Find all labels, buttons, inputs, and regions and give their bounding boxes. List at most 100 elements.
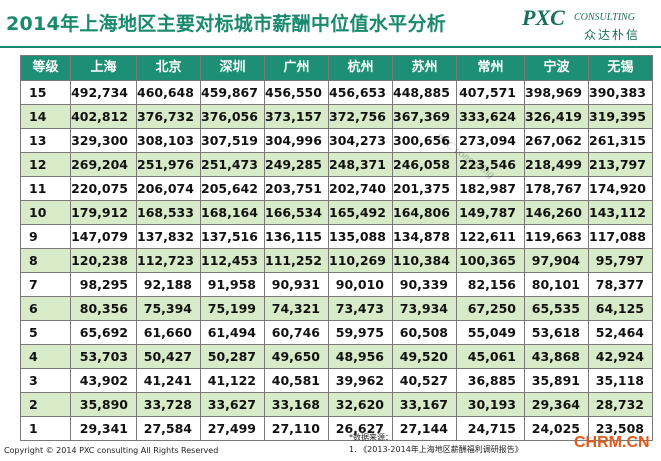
salary-cell: 53,618 (524, 320, 589, 345)
salary-cell: 61,660 (136, 320, 201, 345)
salary-cell: 149,787 (456, 200, 525, 225)
salary-cell: 456,550 (264, 80, 329, 105)
source-item: 1. 《2013-2014年上海地区薪酬福利调研报告》 (349, 445, 523, 454)
salary-cell: 27,110 (264, 416, 329, 441)
column-header-city: 深圳 (200, 55, 265, 81)
salary-cell: 65,692 (70, 320, 137, 345)
salary-cell: 23,508 (588, 416, 653, 441)
salary-cell: 182,987 (456, 176, 525, 201)
salary-cell: 492,734 (70, 80, 137, 105)
salary-cell: 45,061 (456, 344, 525, 369)
salary-cell: 206,074 (136, 176, 201, 201)
site-watermark: CHRM.CN (574, 434, 650, 451)
salary-cell: 261,315 (588, 128, 653, 153)
salary-cell: 249,285 (264, 152, 329, 177)
salary-cell: 178,767 (524, 176, 589, 201)
salary-cell: 29,364 (524, 392, 589, 417)
salary-cell: 35,891 (524, 368, 589, 393)
salary-cell: 373,157 (264, 104, 329, 129)
table-row: 6 80,356 75,394 75,199 74,321 73,473 73,934 67,… (20, 296, 653, 321)
salary-cell: 52,464 (588, 320, 653, 345)
salary-cell: 75,394 (136, 296, 201, 321)
salary-cell: 448,885 (392, 80, 457, 105)
level-cell: 6 (20, 296, 71, 321)
salary-cell: 49,520 (392, 344, 457, 369)
salary-cell: 50,287 (200, 344, 265, 369)
salary-cell: 119,663 (524, 224, 589, 249)
salary-cell: 78,377 (588, 272, 653, 297)
table-row: 15 492,734 460,648 459,867 456,550 456,653 448… (20, 80, 653, 105)
salary-cell: 33,728 (136, 392, 201, 417)
salary-cell: 223,546 (456, 152, 525, 177)
table-row: 9 147,079 137,832 137,516 136,115 135,088 134,… (20, 224, 653, 249)
salary-cell: 40,581 (264, 368, 329, 393)
level-cell: 8 (20, 248, 71, 273)
level-cell: 10 (20, 200, 71, 225)
salary-cell: 136,115 (264, 224, 329, 249)
salary-cell: 112,453 (200, 248, 265, 273)
salary-cell: 60,508 (392, 320, 457, 345)
salary-cell: 407,571 (456, 80, 525, 105)
salary-cell: 213,797 (588, 152, 653, 177)
salary-cell: 329,300 (70, 128, 137, 153)
salary-cell: 92,188 (136, 272, 201, 297)
salary-cell: 27,499 (200, 416, 265, 441)
table-row: 11 220,075 206,074 205,642 203,751 202,740 201… (20, 176, 653, 201)
level-cell: 15 (20, 80, 71, 105)
salary-cell: 111,252 (264, 248, 329, 273)
column-header-city: 广州 (264, 55, 329, 81)
table-row: 14 402,812 376,732 376,056 373,157 372,756 367… (20, 104, 653, 129)
salary-cell: 48,956 (328, 344, 393, 369)
salary-cell: 459,867 (200, 80, 265, 105)
salary-cell: 202,740 (328, 176, 393, 201)
salary-cell: 143,112 (588, 200, 653, 225)
salary-cell: 43,868 (524, 344, 589, 369)
column-header-city: 北京 (136, 55, 201, 81)
salary-cell: 164,806 (392, 200, 457, 225)
salary-cell: 117,088 (588, 224, 653, 249)
salary-cell: 137,832 (136, 224, 201, 249)
salary-cell: 402,812 (70, 104, 137, 129)
level-cell: 9 (20, 224, 71, 249)
salary-cell: 53,703 (70, 344, 137, 369)
level-cell: 1 (20, 416, 71, 441)
salary-cell: 110,269 (328, 248, 393, 273)
column-header-city: 苏州 (392, 55, 457, 81)
salary-cell: 33,627 (200, 392, 265, 417)
salary-cell: 97,904 (524, 248, 589, 273)
salary-cell: 32,620 (328, 392, 393, 417)
salary-cell: 74,321 (264, 296, 329, 321)
salary-cell: 304,273 (328, 128, 393, 153)
logo-main-text: PXC (522, 5, 565, 30)
level-cell: 4 (20, 344, 71, 369)
table-row: 1 29,341 27,584 27,499 27,110 26,627 27,144 24,… (20, 416, 653, 441)
level-cell: 13 (20, 128, 71, 153)
salary-cell: 100,365 (456, 248, 525, 273)
salary-cell: 251,976 (136, 152, 201, 177)
salary-cell: 110,384 (392, 248, 457, 273)
salary-cell: 460,648 (136, 80, 201, 105)
logo-chinese-text: 众达朴信 (584, 28, 641, 42)
salary-cell: 98,295 (70, 272, 137, 297)
salary-cell: 60,746 (264, 320, 329, 345)
salary-cell: 120,238 (70, 248, 137, 273)
table-row: 5 65,692 61,660 61,494 60,746 59,975 60,508 55,… (20, 320, 653, 345)
level-cell: 11 (20, 176, 71, 201)
salary-cell: 24,715 (456, 416, 525, 441)
table-row: 10 179,912 168,533 168,164 166,534 165,492 164… (20, 200, 653, 225)
table-row: 7 98,295 92,188 91,958 90,931 90,010 90,339 82,… (20, 272, 653, 297)
salary-cell: 80,356 (70, 296, 137, 321)
salary-cell: 61,494 (200, 320, 265, 345)
header: 2014年上海地区主要对标城市薪酬中位值水平分析 PXC CONSULTING … (0, 0, 661, 46)
page-title: 2014年上海地区主要对标城市薪酬中位值水平分析 (6, 13, 447, 35)
salary-cell: 90,010 (328, 272, 393, 297)
salary-cell: 43,902 (70, 368, 137, 393)
salary-cell: 33,167 (392, 392, 457, 417)
column-header-city: 上海 (70, 55, 137, 81)
salary-cell: 73,473 (328, 296, 393, 321)
table-row: 13 329,300 308,103 307,519 304,996 304,273 300… (20, 128, 653, 153)
salary-table: 等级 上海 北京 深圳 广州 杭州 苏州 常州 宁波 无锡 15 492,734 460,648 459… (20, 55, 653, 441)
salary-cell: 35,118 (588, 368, 653, 393)
table-header-row: 等级 上海 北京 深圳 广州 杭州 苏州 常州 宁波 无锡 (20, 55, 653, 81)
level-cell: 14 (20, 104, 71, 129)
